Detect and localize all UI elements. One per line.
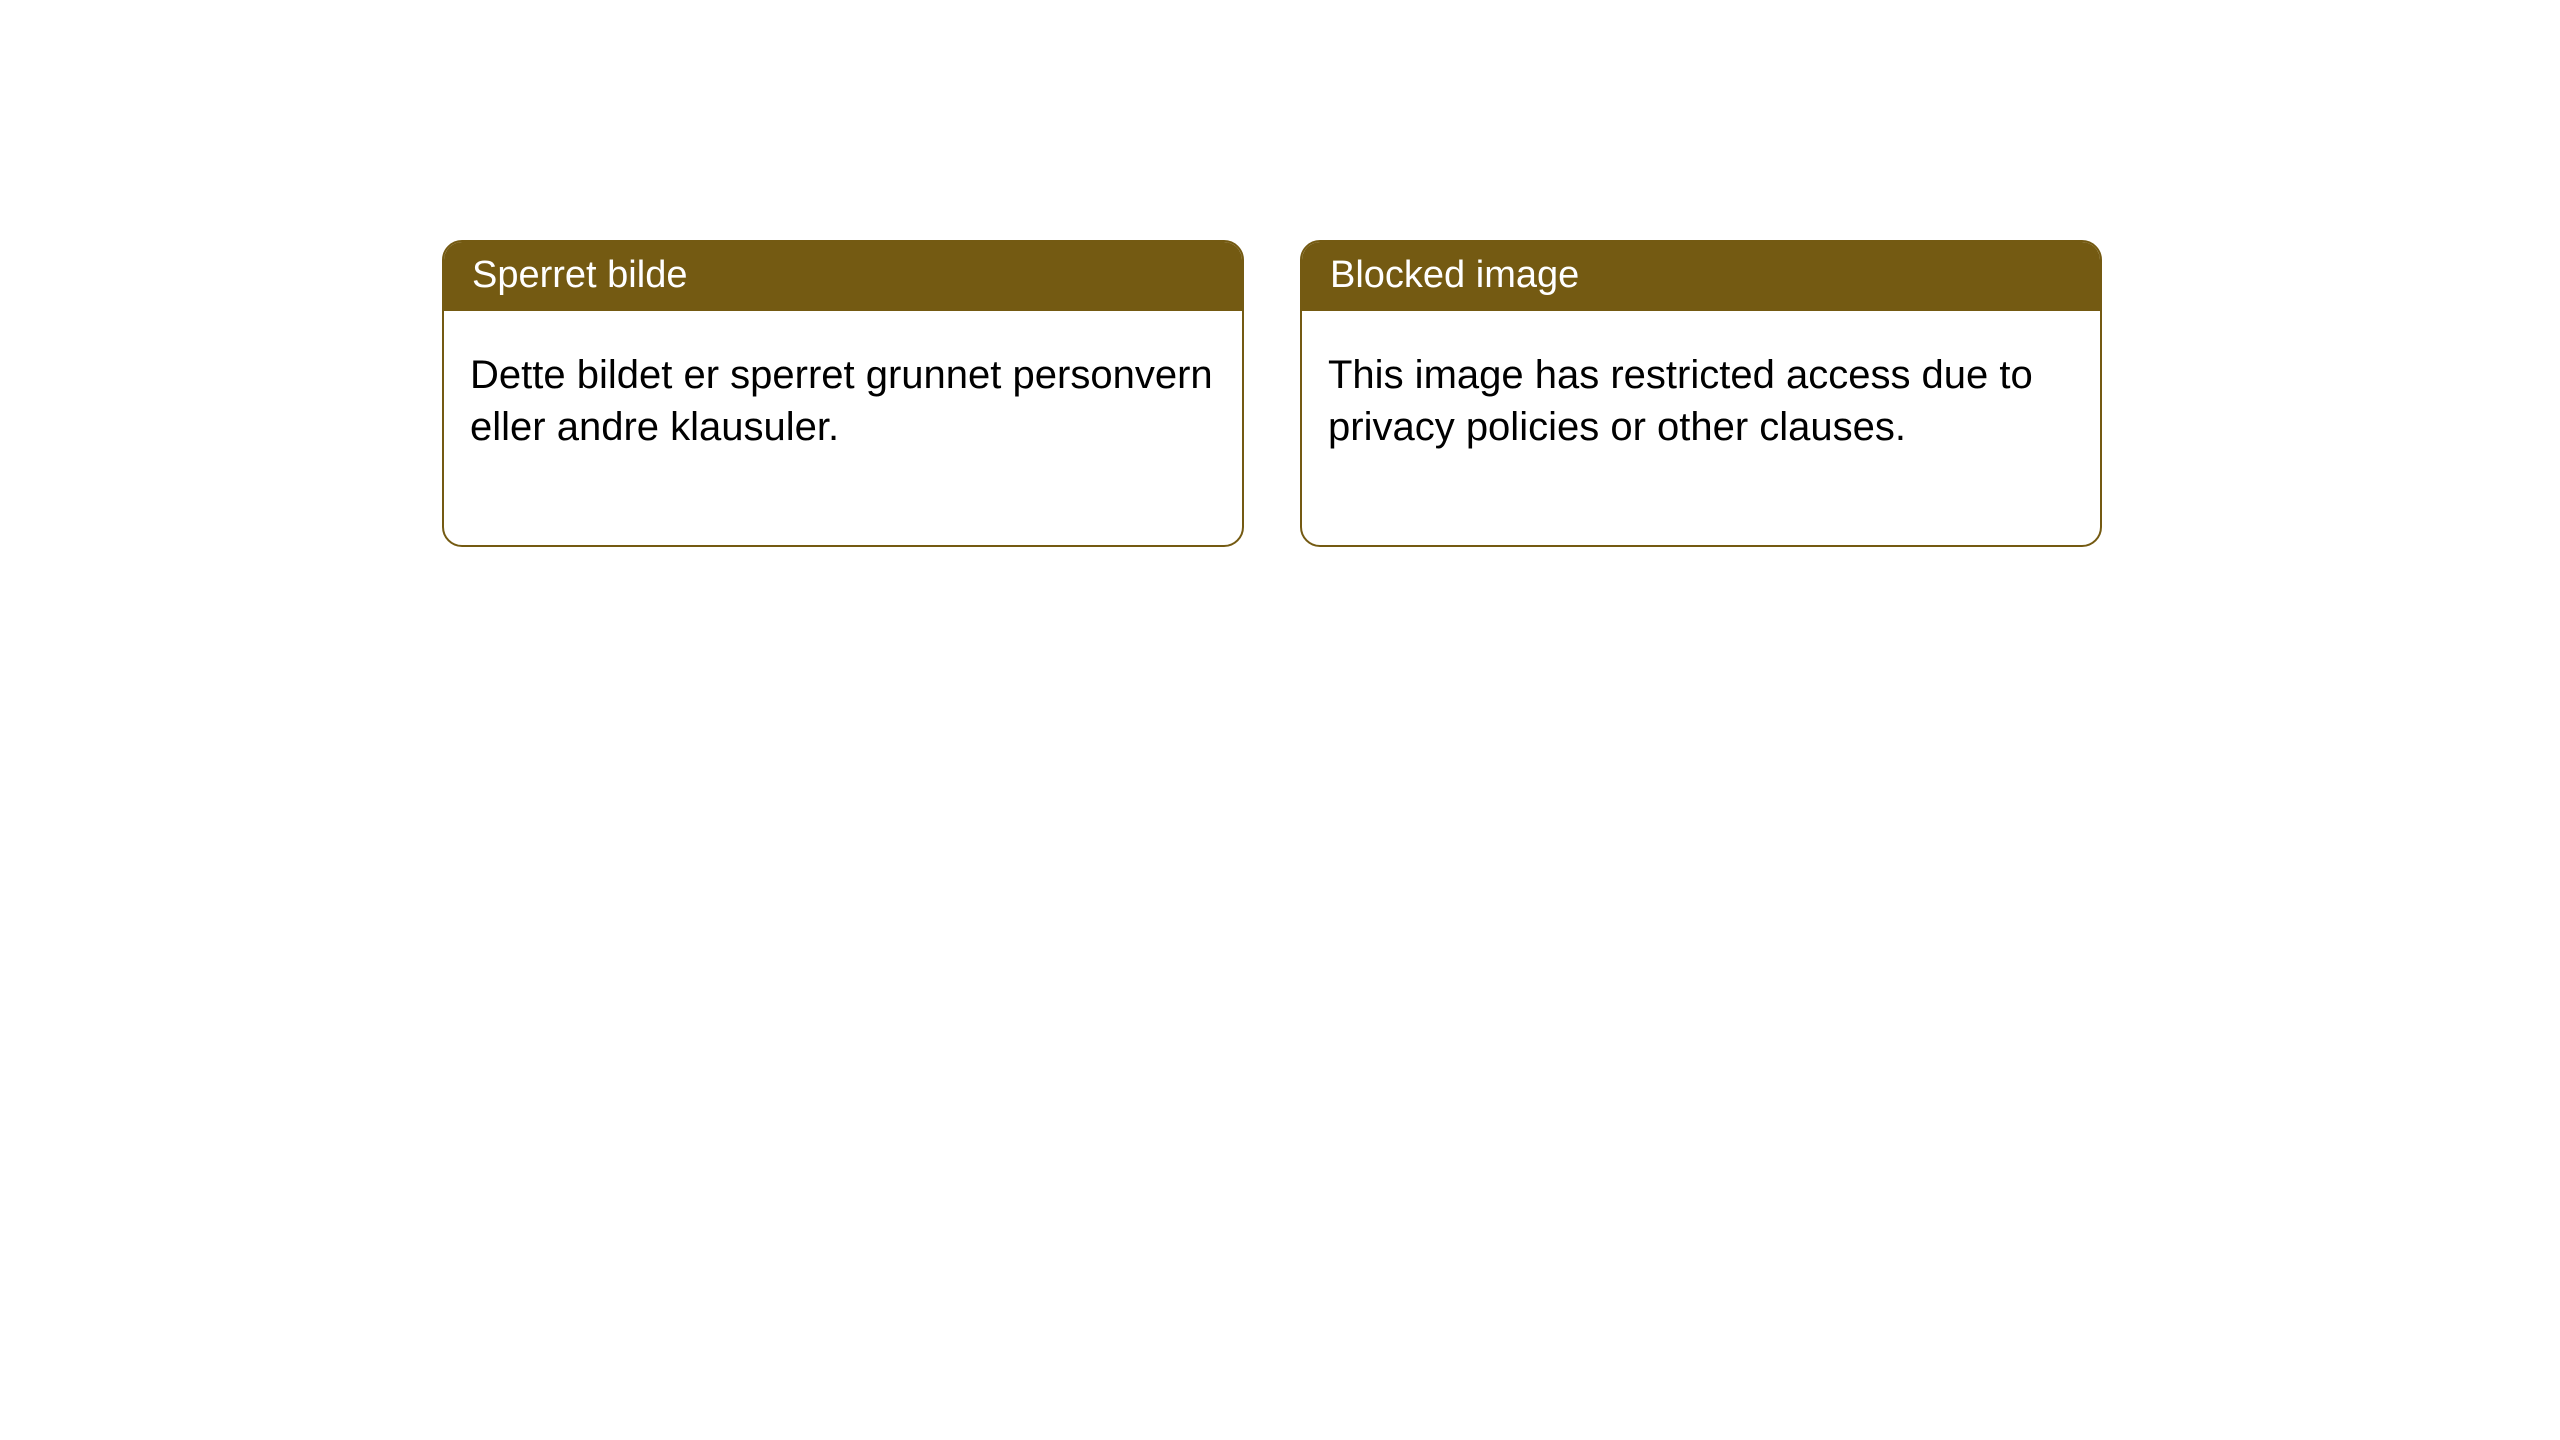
notice-card-english: Blocked image This image has restricted …: [1300, 240, 2102, 547]
notice-card-body: This image has restricted access due to …: [1302, 311, 2100, 545]
notice-card-title: Sperret bilde: [444, 242, 1242, 311]
notice-card-body: Dette bildet er sperret grunnet personve…: [444, 311, 1242, 545]
notice-card-norwegian: Sperret bilde Dette bildet er sperret gr…: [442, 240, 1244, 547]
notice-card-container: Sperret bilde Dette bildet er sperret gr…: [0, 0, 2560, 547]
notice-card-title: Blocked image: [1302, 242, 2100, 311]
